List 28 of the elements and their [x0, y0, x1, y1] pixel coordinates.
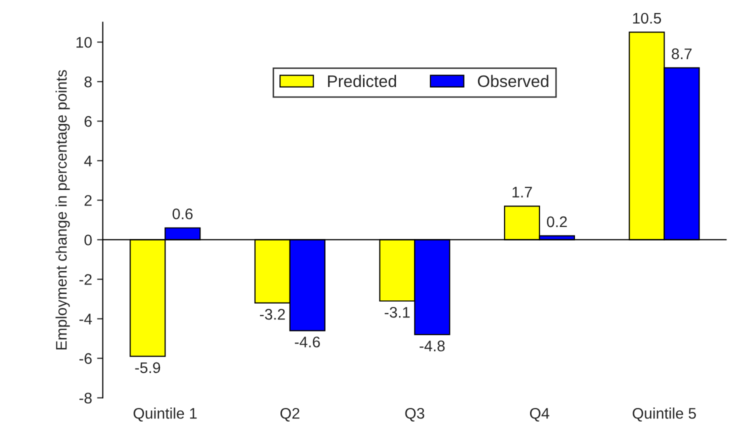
data-label: -5.9 [135, 362, 160, 374]
data-label: 1.7 [512, 186, 532, 198]
data-label: -4.6 [294, 336, 320, 348]
y-tick-label: 8 [84, 76, 92, 88]
y-tick-label: -8 [79, 392, 92, 404]
y-tick-label: 2 [84, 195, 92, 206]
data-label: 0.6 [172, 208, 193, 220]
x-tick-label: Q4 [530, 408, 550, 422]
y-axis-title: Employment change in percentage points [56, 70, 70, 350]
data-label: 8.7 [672, 48, 692, 60]
data-label: -4.8 [420, 340, 445, 352]
data-label: 0.2 [546, 216, 567, 228]
x-tick-label: Quintile 5 [632, 408, 696, 422]
legend-label: Predicted [328, 74, 396, 88]
data-label: 10.5 [633, 12, 662, 24]
y-tick-label: 10 [76, 36, 92, 48]
y-tick-label: -4 [79, 314, 92, 324]
y-tick-label: 0 [84, 234, 92, 246]
y-tick-label: 4 [84, 156, 92, 166]
x-tick-label: Quintile 1 [134, 408, 197, 422]
data-label: -3.1 [384, 306, 410, 318]
y-tick-label: -6 [79, 353, 92, 364]
legend-label: Observed [478, 74, 548, 88]
x-tick-label: Q2 [280, 408, 300, 422]
y-tick-label: 6 [84, 116, 92, 127]
data-label: -3.2 [260, 308, 285, 320]
x-tick-label: Q3 [405, 408, 424, 422]
y-tick-label: -2 [79, 274, 92, 285]
